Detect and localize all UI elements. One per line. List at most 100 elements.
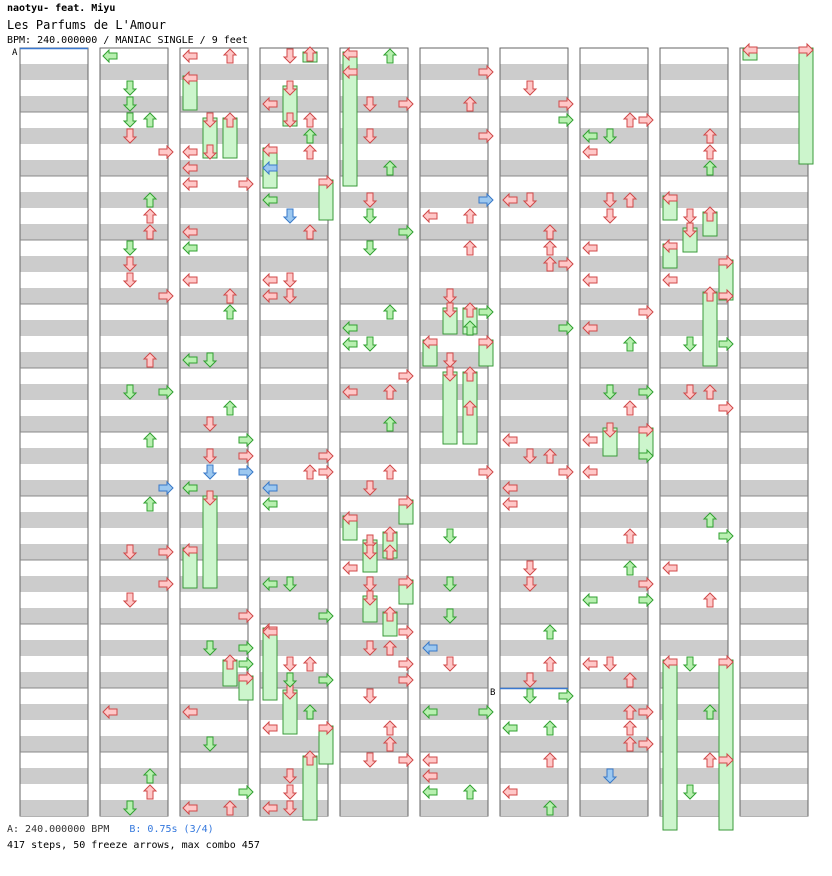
row-stripe (740, 256, 808, 272)
bpm-a: A: 240.000000 BPM (7, 824, 110, 835)
arrow-right-icon (798, 42, 814, 58)
arrow-down-icon (202, 352, 218, 368)
row-stripe (740, 576, 808, 592)
row-stripe (100, 480, 168, 496)
chart-column (739, 47, 809, 817)
arrow-left-icon (662, 190, 678, 206)
row-stripe (500, 768, 568, 784)
arrow-down-icon (282, 288, 298, 304)
arrow-up-icon (302, 464, 318, 480)
arrow-right-icon (238, 608, 254, 624)
row-stripe (100, 768, 168, 784)
arrow-down-icon (282, 800, 298, 816)
arrow-right-icon (478, 304, 494, 320)
row-stripe (180, 320, 248, 336)
arrow-left-icon (182, 272, 198, 288)
row-stripe (20, 256, 88, 272)
arrow-left-icon (182, 542, 198, 558)
row-stripe (420, 448, 488, 464)
arrow-down-icon (362, 688, 378, 704)
arrow-up-icon (142, 208, 158, 224)
row-stripe (20, 352, 88, 368)
arrow-down-icon (282, 48, 298, 64)
arrow-up-icon (702, 704, 718, 720)
arrow-down-icon (122, 128, 138, 144)
arrow-left-icon (102, 704, 118, 720)
arrow-up-icon (702, 384, 718, 400)
row-stripe (740, 672, 808, 688)
row-stripe (180, 480, 248, 496)
row-stripe (500, 800, 568, 816)
arrow-down-icon (682, 384, 698, 400)
arrow-up-icon (622, 672, 638, 688)
arrow-right-icon (638, 112, 654, 128)
row-stripe (740, 224, 808, 240)
freeze-arrow (318, 179, 334, 221)
row-stripe (20, 160, 88, 176)
row-stripe (500, 448, 568, 464)
row-stripe (260, 352, 328, 368)
arrow-down-icon (122, 800, 138, 816)
arrow-right-icon (398, 224, 414, 240)
arrow-right-icon (158, 144, 174, 160)
row-stripe (740, 512, 808, 528)
arrow-right-icon (318, 672, 334, 688)
row-stripe (740, 160, 808, 176)
row-stripe (20, 800, 88, 816)
arrow-left-icon (182, 70, 198, 86)
arrow-right-icon (158, 288, 174, 304)
arrow-up-icon (702, 592, 718, 608)
arrow-left-icon (262, 142, 278, 158)
chart-column (99, 47, 169, 817)
row-stripe (740, 96, 808, 112)
arrow-down-icon (602, 128, 618, 144)
row-stripe (100, 512, 168, 528)
arrow-up-icon (222, 800, 238, 816)
row-stripe (660, 416, 728, 432)
freeze-arrow (662, 659, 678, 831)
arrow-left-icon (582, 320, 598, 336)
arrow-down-icon (522, 80, 538, 96)
arrow-left-icon (582, 144, 598, 160)
freeze-arrow (318, 725, 334, 765)
freeze-arrow (182, 547, 198, 589)
arrow-up-icon (542, 800, 558, 816)
arrow-up-icon (382, 160, 398, 176)
arrow-left-icon (182, 224, 198, 240)
arrow-left-icon (582, 128, 598, 144)
row-stripe (580, 544, 648, 560)
arrow-up-icon (462, 366, 478, 382)
row-stripe (100, 64, 168, 80)
arrow-left-icon (582, 592, 598, 608)
row-stripe (420, 192, 488, 208)
row-stripe (180, 640, 248, 656)
arrow-right-icon (638, 384, 654, 400)
arrow-left-icon (182, 352, 198, 368)
row-stripe (420, 160, 488, 176)
arrow-up-icon (302, 224, 318, 240)
arrow-left-icon (502, 480, 518, 496)
arrow-right-icon (238, 432, 254, 448)
arrow-left-icon (582, 464, 598, 480)
row-stripe (500, 704, 568, 720)
arrow-left-icon (342, 46, 358, 62)
row-stripe (660, 576, 728, 592)
row-stripe (500, 224, 568, 240)
arrow-down-icon (202, 490, 218, 506)
row-stripe (100, 736, 168, 752)
row-stripe (340, 576, 408, 592)
arrow-down-icon (122, 80, 138, 96)
arrow-up-icon (542, 720, 558, 736)
arrow-up-icon (382, 416, 398, 432)
row-stripe (660, 480, 728, 496)
row-stripe (100, 192, 168, 208)
arrow-down-icon (362, 336, 378, 352)
freeze-arrow (302, 755, 318, 821)
row-stripe (20, 480, 88, 496)
row-stripe (500, 288, 568, 304)
row-stripe (20, 416, 88, 432)
arrow-up-icon (302, 112, 318, 128)
row-stripe (340, 320, 408, 336)
freeze-arrow (702, 291, 718, 367)
row-stripe (180, 736, 248, 752)
